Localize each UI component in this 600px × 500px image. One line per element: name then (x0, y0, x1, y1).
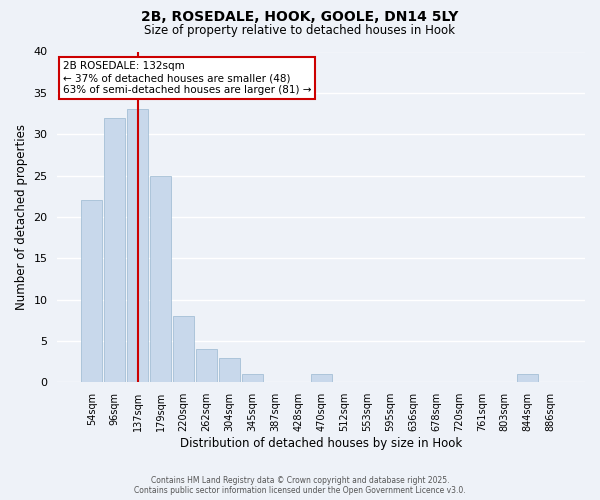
Bar (173, 316, 194, 382)
Text: Size of property relative to detached houses in Hook: Size of property relative to detached ho… (145, 24, 455, 37)
Bar (82, 200, 102, 382)
Text: Contains HM Land Registry data © Crown copyright and database right 2025.
Contai: Contains HM Land Registry data © Crown c… (134, 476, 466, 495)
X-axis label: Distribution of detached houses by size in Hook: Distribution of detached houses by size … (180, 437, 463, 450)
Bar (219, 358, 240, 382)
Bar (311, 374, 332, 382)
Text: 2B, ROSEDALE, HOOK, GOOLE, DN14 5LY: 2B, ROSEDALE, HOOK, GOOLE, DN14 5LY (142, 10, 458, 24)
Bar (242, 374, 263, 382)
Bar (104, 118, 125, 382)
Bar (150, 176, 171, 382)
Text: 2B ROSEDALE: 132sqm
← 37% of detached houses are smaller (48)
63% of semi-detach: 2B ROSEDALE: 132sqm ← 37% of detached ho… (62, 62, 311, 94)
Y-axis label: Number of detached properties: Number of detached properties (15, 124, 28, 310)
Bar (127, 110, 148, 382)
Bar (196, 350, 217, 382)
Bar (517, 374, 538, 382)
